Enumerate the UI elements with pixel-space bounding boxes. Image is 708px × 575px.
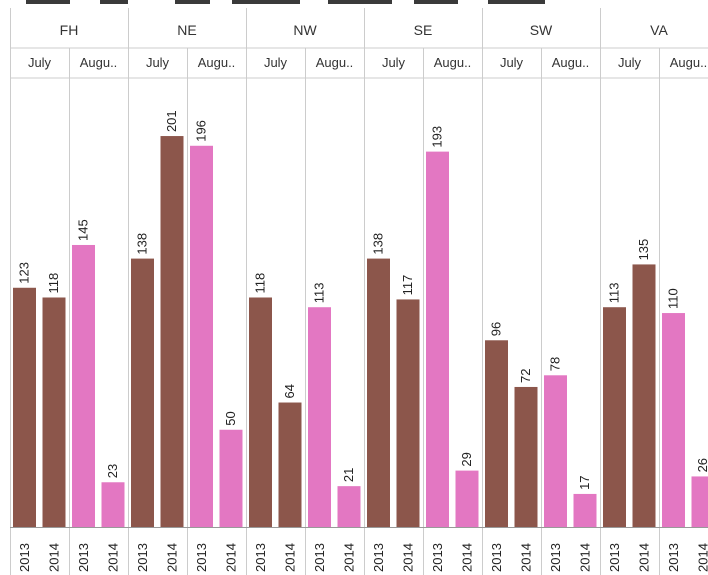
year-tick-label: 2013 bbox=[76, 543, 91, 572]
bar bbox=[42, 297, 66, 527]
title-fragment bbox=[175, 0, 210, 4]
month-header: Augu.. bbox=[80, 55, 118, 70]
year-tick-label: 2014 bbox=[695, 543, 708, 572]
bar bbox=[691, 476, 708, 527]
data-label: 135 bbox=[636, 239, 651, 261]
year-tick-label: 2013 bbox=[548, 543, 563, 572]
data-label: 23 bbox=[105, 464, 120, 478]
bar bbox=[544, 375, 567, 527]
data-label: 78 bbox=[548, 357, 563, 371]
cut-title bbox=[26, 0, 545, 4]
title-fragment bbox=[26, 0, 70, 4]
year-tick-label: 2014 bbox=[577, 543, 592, 572]
bar bbox=[249, 297, 272, 527]
year-tick-label: 2014 bbox=[518, 543, 533, 572]
region-header: NW bbox=[293, 22, 317, 38]
month-header: Augu.. bbox=[434, 55, 472, 70]
year-tick-label: 2014 bbox=[341, 543, 356, 572]
data-label: 17 bbox=[577, 475, 592, 489]
data-label: 64 bbox=[282, 384, 297, 398]
bar bbox=[603, 307, 626, 527]
data-label: 118 bbox=[46, 273, 61, 294]
bar bbox=[190, 145, 213, 527]
bar bbox=[367, 258, 390, 527]
year-tick-label: 2013 bbox=[371, 543, 386, 572]
bar bbox=[219, 429, 243, 527]
data-label: 196 bbox=[194, 120, 209, 142]
data-label: 113 bbox=[607, 282, 622, 303]
title-fragment bbox=[328, 0, 392, 4]
month-header: Augu.. bbox=[198, 55, 236, 70]
year-tick-label: 2014 bbox=[636, 543, 651, 572]
bar bbox=[514, 386, 538, 527]
bar bbox=[426, 151, 449, 528]
bar bbox=[573, 493, 597, 527]
data-label: 113 bbox=[312, 282, 327, 303]
bar bbox=[13, 287, 36, 527]
data-label: 138 bbox=[135, 233, 150, 255]
year-tick-label: 2013 bbox=[17, 543, 32, 572]
title-fragment bbox=[414, 0, 458, 4]
bar bbox=[101, 482, 125, 527]
bar bbox=[72, 244, 95, 527]
data-label: 110 bbox=[666, 288, 681, 309]
region-header: SE bbox=[414, 22, 433, 38]
bar bbox=[278, 402, 302, 527]
month-header: July bbox=[264, 55, 288, 70]
year-tick-label: 2014 bbox=[282, 543, 297, 572]
month-header: July bbox=[382, 55, 406, 70]
month-header: July bbox=[618, 55, 642, 70]
bar bbox=[160, 136, 184, 527]
region-header: FH bbox=[60, 22, 79, 38]
year-tick-label: 2013 bbox=[607, 543, 622, 572]
year-tick-label: 2013 bbox=[253, 543, 268, 572]
year-tick-label: 2014 bbox=[400, 543, 415, 572]
region-header: SW bbox=[530, 22, 553, 38]
year-tick-label: 2014 bbox=[46, 543, 61, 572]
data-label: 117 bbox=[400, 275, 415, 296]
bar bbox=[337, 486, 361, 527]
month-header: Augu.. bbox=[552, 55, 590, 70]
data-label: 201 bbox=[164, 110, 179, 132]
bar bbox=[455, 470, 479, 527]
data-label: 50 bbox=[223, 411, 238, 425]
month-header: July bbox=[500, 55, 524, 70]
region-header: VA bbox=[650, 22, 668, 38]
data-label: 138 bbox=[371, 233, 386, 255]
year-tick-label: 2013 bbox=[194, 543, 209, 572]
year-tick-label: 2013 bbox=[430, 543, 445, 572]
bar bbox=[131, 258, 154, 527]
month-header: July bbox=[28, 55, 52, 70]
data-label: 193 bbox=[430, 126, 445, 148]
month-header: Augu.. bbox=[670, 55, 708, 70]
title-fragment bbox=[100, 0, 128, 4]
bar bbox=[485, 340, 508, 527]
data-label: 145 bbox=[76, 219, 91, 241]
data-label: 96 bbox=[489, 322, 504, 336]
title-fragment bbox=[232, 0, 300, 4]
data-label: 118 bbox=[253, 273, 268, 294]
bar bbox=[662, 313, 685, 527]
year-tick-label: 2014 bbox=[223, 543, 238, 572]
month-header: Augu.. bbox=[316, 55, 354, 70]
data-label: 26 bbox=[695, 458, 708, 472]
year-tick-label: 2013 bbox=[666, 543, 681, 572]
data-label: 29 bbox=[459, 452, 474, 466]
region-header: NE bbox=[177, 22, 196, 38]
bar bbox=[396, 299, 420, 527]
data-label: 123 bbox=[17, 262, 32, 284]
year-tick-label: 2014 bbox=[105, 543, 120, 572]
year-tick-label: 2013 bbox=[312, 543, 327, 572]
year-tick-label: 2013 bbox=[135, 543, 150, 572]
year-tick-label: 2013 bbox=[489, 543, 504, 572]
month-header: July bbox=[146, 55, 170, 70]
bar bbox=[308, 307, 331, 527]
year-tick-label: 2014 bbox=[459, 543, 474, 572]
title-fragment bbox=[488, 0, 545, 4]
year-tick-label: 2014 bbox=[164, 543, 179, 572]
data-label: 21 bbox=[341, 468, 356, 482]
bar bbox=[632, 264, 656, 527]
data-label: 72 bbox=[518, 368, 533, 382]
